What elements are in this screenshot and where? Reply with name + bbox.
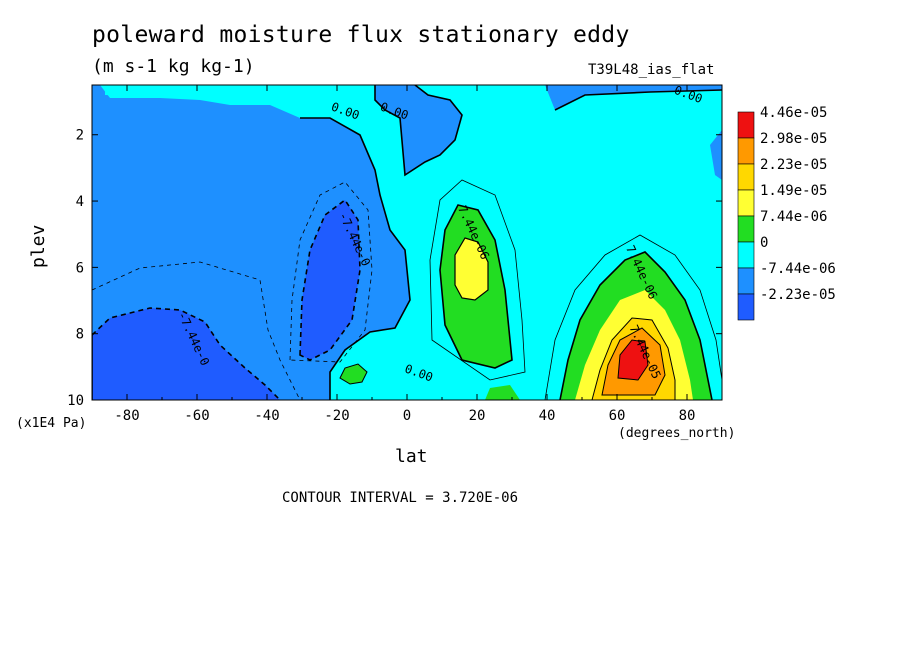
deep-negative-tropics — [300, 200, 360, 360]
legend-swatch-4 — [737, 215, 755, 243]
x-axis-units: (degrees_north) — [618, 426, 736, 441]
y-tick-label-1: 4 — [76, 194, 84, 210]
y-tick-label-0: 2 — [76, 128, 84, 144]
x-tick-label-6: 40 — [539, 408, 556, 424]
chart-title: poleward moisture flux stationary eddy — [92, 22, 630, 48]
negative-contour-sh-outer — [92, 261, 301, 400]
positive-contour-20n-outer — [429, 179, 526, 381]
zero-contour-top-right — [554, 89, 722, 111]
deep-negative-sh — [92, 308, 280, 400]
legend-swatch-5 — [737, 241, 755, 269]
right-edge-negative — [710, 130, 722, 180]
contour-lines — [92, 85, 722, 400]
x-tick-label-4: 0 — [403, 408, 411, 424]
chart-units: (m s-1 kg kg-1) — [92, 56, 255, 77]
negative-contour-outer — [289, 181, 373, 363]
negative-contour-sh — [92, 307, 281, 400]
legend-label-6: -7.44e-06 — [760, 261, 836, 277]
x-tick-label-5: 20 — [469, 408, 486, 424]
positive-contour-20n — [439, 204, 513, 369]
positive-contour-60n-4 — [617, 339, 649, 381]
upper-cyan-notch — [105, 85, 300, 116]
x-tick-label-1: -60 — [184, 408, 209, 424]
x-axis-label: lat — [395, 446, 428, 467]
positive-contour-60n — [559, 251, 713, 400]
positive-contour-sh-blob — [339, 363, 368, 385]
x-tick-label-2: -40 — [254, 408, 279, 424]
y-tick-label-4: 10 — [67, 393, 84, 409]
positive-contour-20n-inner — [454, 237, 489, 301]
y-tick-label-3: 8 — [76, 327, 84, 343]
legend-swatch-0 — [737, 111, 755, 139]
x-tick-label-3: -20 — [324, 408, 349, 424]
legend-label-3: 1.49e-05 — [760, 183, 827, 199]
legend-swatch-6 — [737, 267, 755, 295]
dataset-label: T39L48_ias_flat — [588, 62, 715, 78]
legend-label-4: 7.44e-06 — [760, 209, 827, 225]
legend-swatch-1 — [737, 137, 755, 165]
filled-contours — [92, 85, 722, 400]
x-tick-label-0: -80 — [114, 408, 139, 424]
legend-label-0: 4.46e-05 — [760, 105, 827, 121]
positive-contour-60n-3 — [601, 327, 666, 396]
zero-contour-left — [92, 117, 411, 400]
legend-label-5: 0 — [760, 235, 768, 251]
legend-swatch-2 — [737, 163, 755, 191]
color-legend: 4.46e-05 2.98e-05 2.23e-05 1.49e-05 7.44e-06… — [737, 105, 836, 321]
zero-contour-upper — [374, 85, 463, 177]
positive-blob-sh — [340, 364, 367, 384]
y-tick-label-2: 6 — [76, 260, 84, 276]
lower-green-patch — [485, 385, 520, 400]
positive-lobe-20n-inner — [455, 238, 488, 300]
positive-contour-60n-2 — [591, 317, 676, 400]
positive-contour-60n-outer — [544, 234, 722, 400]
legend-label-7: -2.23e-05 — [760, 287, 836, 303]
legend-label-1: 2.98e-05 — [760, 131, 827, 147]
x-tick-label-8: 80 — [679, 408, 696, 424]
contour-interval-label: CONTOUR INTERVAL = 3.720E-06 — [282, 490, 519, 506]
positive-lobe-60n-red — [618, 340, 648, 380]
legend-swatch-3 — [737, 189, 755, 217]
top-right-negative — [545, 85, 722, 110]
legend-swatch-7 — [737, 293, 755, 321]
axis-ticks: -80 -60 -40 -20 0 20 40 60 80 2 4 6 8 10 — [67, 85, 723, 424]
y-axis-units: (x1E4 Pa) — [16, 416, 87, 431]
x-tick-label-7: 60 — [609, 408, 626, 424]
legend-label-2: 2.23e-05 — [760, 157, 827, 173]
upper-negative-tongue — [375, 85, 462, 175]
negative-contour-tropics — [299, 198, 361, 361]
